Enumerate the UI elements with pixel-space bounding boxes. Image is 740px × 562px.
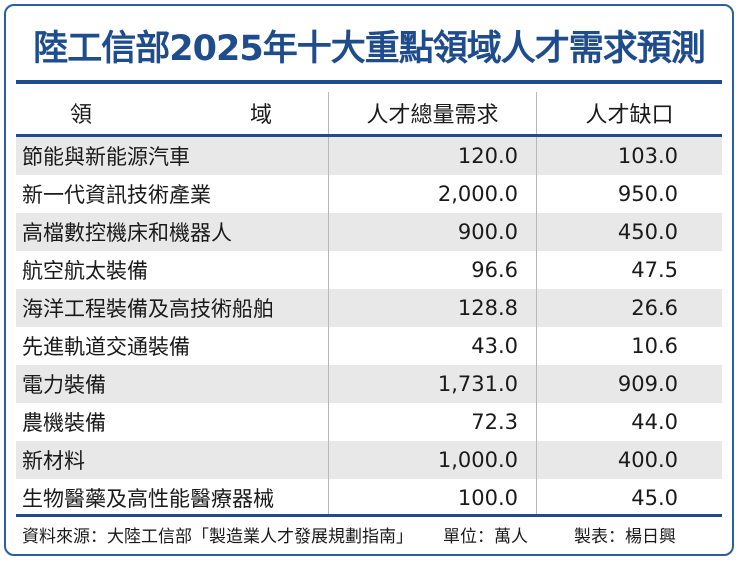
table-card: 陸工信部2025年十大重點領域人才需求預測 領 域 人才總量需求 人才缺口 節能… [4,4,734,556]
row-demand-cell: 72.3 [329,403,537,441]
row-demand-cell: 43.0 [329,327,537,365]
row-gap-cell: 10.6 [631,334,678,358]
table-row: 高檔數控機床和機器人 900.0 450.0 [16,213,722,251]
chart-title: 陸工信部2025年十大重點領域人才需求預測 [33,29,705,69]
table-row: 新一代資訊技術產業 2,000.0 950.0 [16,175,722,213]
header-demand: 人才總量需求 [329,92,537,134]
row-field-cell: 新材料 [16,441,329,479]
data-table: 領 域 人才總量需求 人才缺口 節能與新能源汽車 120.0 103.0 新一代資訊技… [16,92,722,517]
table-row: 生物醫藥及高性能醫療器械 100.0 45.0 [16,479,722,517]
row-gap-cell: 44.0 [631,410,678,434]
row-field-cell: 新一代資訊技術產業 [16,175,329,213]
row-demand-cell: 120.0 [329,137,537,175]
row-field-cell: 電力裝備 [16,365,329,403]
row-gap-cell: 47.5 [631,258,678,282]
row-gap-cell: 450.0 [617,220,678,244]
row-field-cell: 航空航太裝備 [16,251,329,289]
source-note: 資料來源：大陸工信部「製造業人才發展規劃指南」 [22,526,413,547]
table-row: 航空航太裝備 96.6 47.5 [16,251,722,289]
row-demand-cell: 128.8 [329,289,537,327]
table-row: 節能與新能源汽車 120.0 103.0 [16,137,722,175]
row-field-cell: 高檔數控機床和機器人 [16,213,329,251]
row-gap-cell: 400.0 [617,448,678,472]
unit-note: 單位：萬人 [443,526,528,547]
row-gap-cell: 950.0 [617,182,678,206]
row-demand-cell: 2,000.0 [329,175,537,213]
table-row: 新材料 1,000.0 400.0 [16,441,722,479]
row-gap-cell: 26.6 [631,296,678,320]
table-row: 海洋工程裝備及高技術船舶 128.8 26.6 [16,289,722,327]
table-header: 領 域 人才總量需求 人才缺口 [16,92,722,137]
row-gap-cell: 45.0 [631,486,678,510]
row-demand-cell: 1,000.0 [329,441,537,479]
row-field-cell: 先進軌道交通裝備 [16,327,329,365]
row-demand-cell: 100.0 [329,479,537,517]
maker-note: 製表：楊日興 [574,526,676,547]
row-field-cell: 節能與新能源汽車 [16,137,329,175]
row-gap-cell: 103.0 [617,144,678,168]
row-demand-cell: 96.6 [329,251,537,289]
row-field-cell: 海洋工程裝備及高技術船舶 [16,289,329,327]
row-demand-cell: 900.0 [329,213,537,251]
row-field-cell: 生物醫藥及高性能醫療器械 [16,479,329,517]
row-field-cell: 農機裝備 [16,403,329,441]
table-row: 電力裝備 1,731.0 909.0 [16,365,722,403]
header-field: 領 域 [16,92,329,134]
table-row: 先進軌道交通裝備 43.0 10.6 [16,327,722,365]
table-body: 節能與新能源汽車 120.0 103.0 新一代資訊技術產業 2,000.0 950.0 高… [16,137,722,517]
row-demand-cell: 1,731.0 [329,365,537,403]
row-gap-cell: 909.0 [617,372,678,396]
header-gap: 人才缺口 [585,103,674,128]
footer: 資料來源：大陸工信部「製造業人才發展規劃指南」 單位：萬人 製表：楊日興 [16,514,722,551]
table-row: 農機裝備 72.3 44.0 [16,403,722,441]
title-divider [16,80,722,84]
